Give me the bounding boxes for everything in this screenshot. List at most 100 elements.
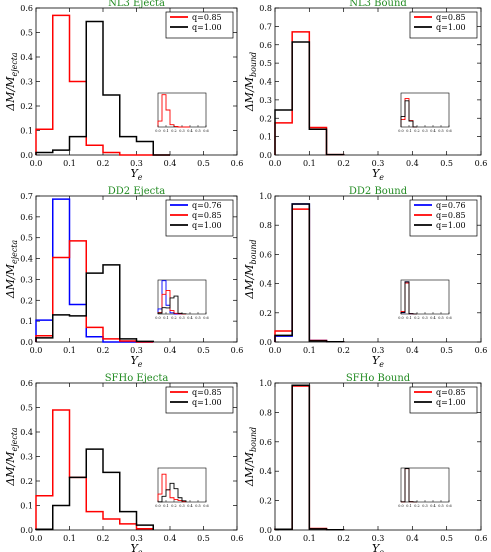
y-tick-label: 0.5 [20,234,33,243]
y-tick-label: 0.4 [259,280,272,289]
y-tick-label: 0.4 [20,53,33,62]
inset-x-tick-label: 0.6 [203,129,208,133]
inset-x-tick-label: 0.4 [430,129,435,133]
inset-plot: 0.0 0.1 0.2 0.3 0.4 0.5 0.6 [155,467,209,508]
y-tick-label: 0.6 [259,41,272,50]
inset-x-tick-label: 0.6 [446,129,451,133]
y-tick-label: 0.2 [20,477,33,486]
panel-title: DD2 Bound [349,186,408,197]
y-tick-label: 0.1 [20,317,33,326]
y-tick-label: 0.3 [20,275,33,284]
x-axis-label: Ye [372,542,384,552]
inset-series-histogram [400,281,418,315]
inset-x-tick-label: 0.3 [422,504,427,508]
y-tick-label: 0.6 [259,250,272,259]
y-tick-label: 0.0 [259,526,272,535]
inset-frame [157,279,207,315]
x-tick-label: 0.6 [475,534,488,543]
series-q-100-histogram [35,20,170,156]
x-tick-label: 0.4 [406,159,419,168]
y-tick-label: 0.5 [259,59,272,68]
x-tick-label: 0.5 [197,346,210,355]
legend-label: q=1.00 [192,398,222,407]
x-tick-label: 0.5 [440,159,453,168]
inset-x-tick-label: 0.4 [430,504,435,508]
inset-plot: 0.0 0.1 0.2 0.3 0.4 0.5 0.6 [398,92,452,133]
y-axis-label-text: ΔM/Mejecta [4,240,19,300]
legend-box [165,199,234,237]
x-axis-label: Ye [131,542,143,552]
panel-title: DD2 Ejecta [108,186,166,197]
y-tick-label: 0.6 [20,4,33,13]
legend-label: q=0.85 [192,388,222,397]
panel-sfho-bound: SFHo Bound 0.0 0.1 0.2 0.3 0.4 0.5 0.6 0.0 0.2 0.4… [243,373,487,552]
inset-series-histogram [157,482,187,503]
legend: q=0.85q=1.00 [165,11,234,39]
inset-x-tick-label: 0.3 [422,316,427,320]
inset-x-tick-label: 0.3 [422,129,427,133]
inset-x-tick-label: 0.6 [446,504,451,508]
y-tick-label: 0.0 [20,151,33,160]
x-tick-label: 0.1 [303,159,316,168]
series-q-085-histogram [35,409,154,530]
legend: q=0.76q=0.85q=1.00 [165,199,234,237]
x-tick-label: 0.5 [440,346,453,355]
y-tick-label: 0.7 [259,22,272,31]
panel-title: SFHo Bound [346,373,411,384]
y-axis-label-text: ΔM/Mbound [243,239,258,299]
series-q-100-histogram [274,384,345,531]
inset-frame [400,467,450,503]
legend-box [409,199,478,237]
legend-label: q=0.76 [436,201,466,210]
series-q-085-histogram [35,240,154,343]
x-tick-label: 0.2 [337,534,350,543]
legend-label: q=0.85 [192,211,222,220]
inset-x-tick-label: 0.1 [406,129,411,133]
x-tick-label: 0.3 [372,159,385,168]
x-tick-label: 0.5 [440,534,453,543]
inset-x-tick-label: 0.1 [163,504,168,508]
x-tick-label: 0.3 [130,346,143,355]
panel-title: SFHo Ejecta [105,373,169,384]
x-tick-label: 0.6 [475,159,488,168]
inset-x-tick-label: 0.4 [187,504,192,508]
x-tick-label: 0.6 [231,534,244,543]
y-tick-label: 0.8 [259,408,272,417]
x-axis-label: Ye [131,354,143,369]
y-tick-label: 1.0 [259,379,272,388]
y-tick-label: 0.0 [259,338,272,347]
y-tick-label: 0.4 [259,78,272,87]
y-axis-label: ΔM/Mbound [243,52,258,112]
y-tick-label: 0.2 [20,102,33,111]
x-tick-label: 0.4 [406,346,419,355]
x-axis-label-text: Ye [131,167,143,182]
inset-series-histogram [400,468,418,503]
y-axis-label: ΔM/Mbound [243,427,258,487]
inset-series-histogram [400,100,418,128]
x-axis-label: Ye [131,167,143,182]
inset-x-tick-label: 0.2 [171,504,176,508]
x-tick-label: 0.4 [406,534,419,543]
y-tick-label: 0.0 [20,338,33,347]
inset-x-tick-label: 0.3 [179,504,184,508]
y-axis-label: ΔM/Mejecta [4,427,19,487]
x-tick-label: 0.3 [372,534,385,543]
y-tick-label: 0.2 [20,296,33,305]
y-tick-label: 0.3 [20,78,33,87]
inset-x-tick-label: 0.1 [163,316,168,320]
x-tick-label: 0.1 [303,346,316,355]
x-tick-label: 0.3 [130,159,143,168]
inset-plot: 0.0 0.1 0.2 0.3 0.4 0.5 0.6 [398,467,452,508]
legend: q=0.85q=1.00 [409,386,478,414]
x-tick-label: 0.3 [130,534,143,543]
inset-x-tick-label: 0.3 [179,129,184,133]
inset-x-tick-label: 0.2 [414,504,419,508]
y-tick-label: 0.2 [259,309,272,318]
legend-box [409,11,478,39]
inset-x-tick-label: 0.4 [430,316,435,320]
y-tick-label: 0.1 [259,133,272,142]
inset-x-tick-label: 0.6 [203,316,208,320]
